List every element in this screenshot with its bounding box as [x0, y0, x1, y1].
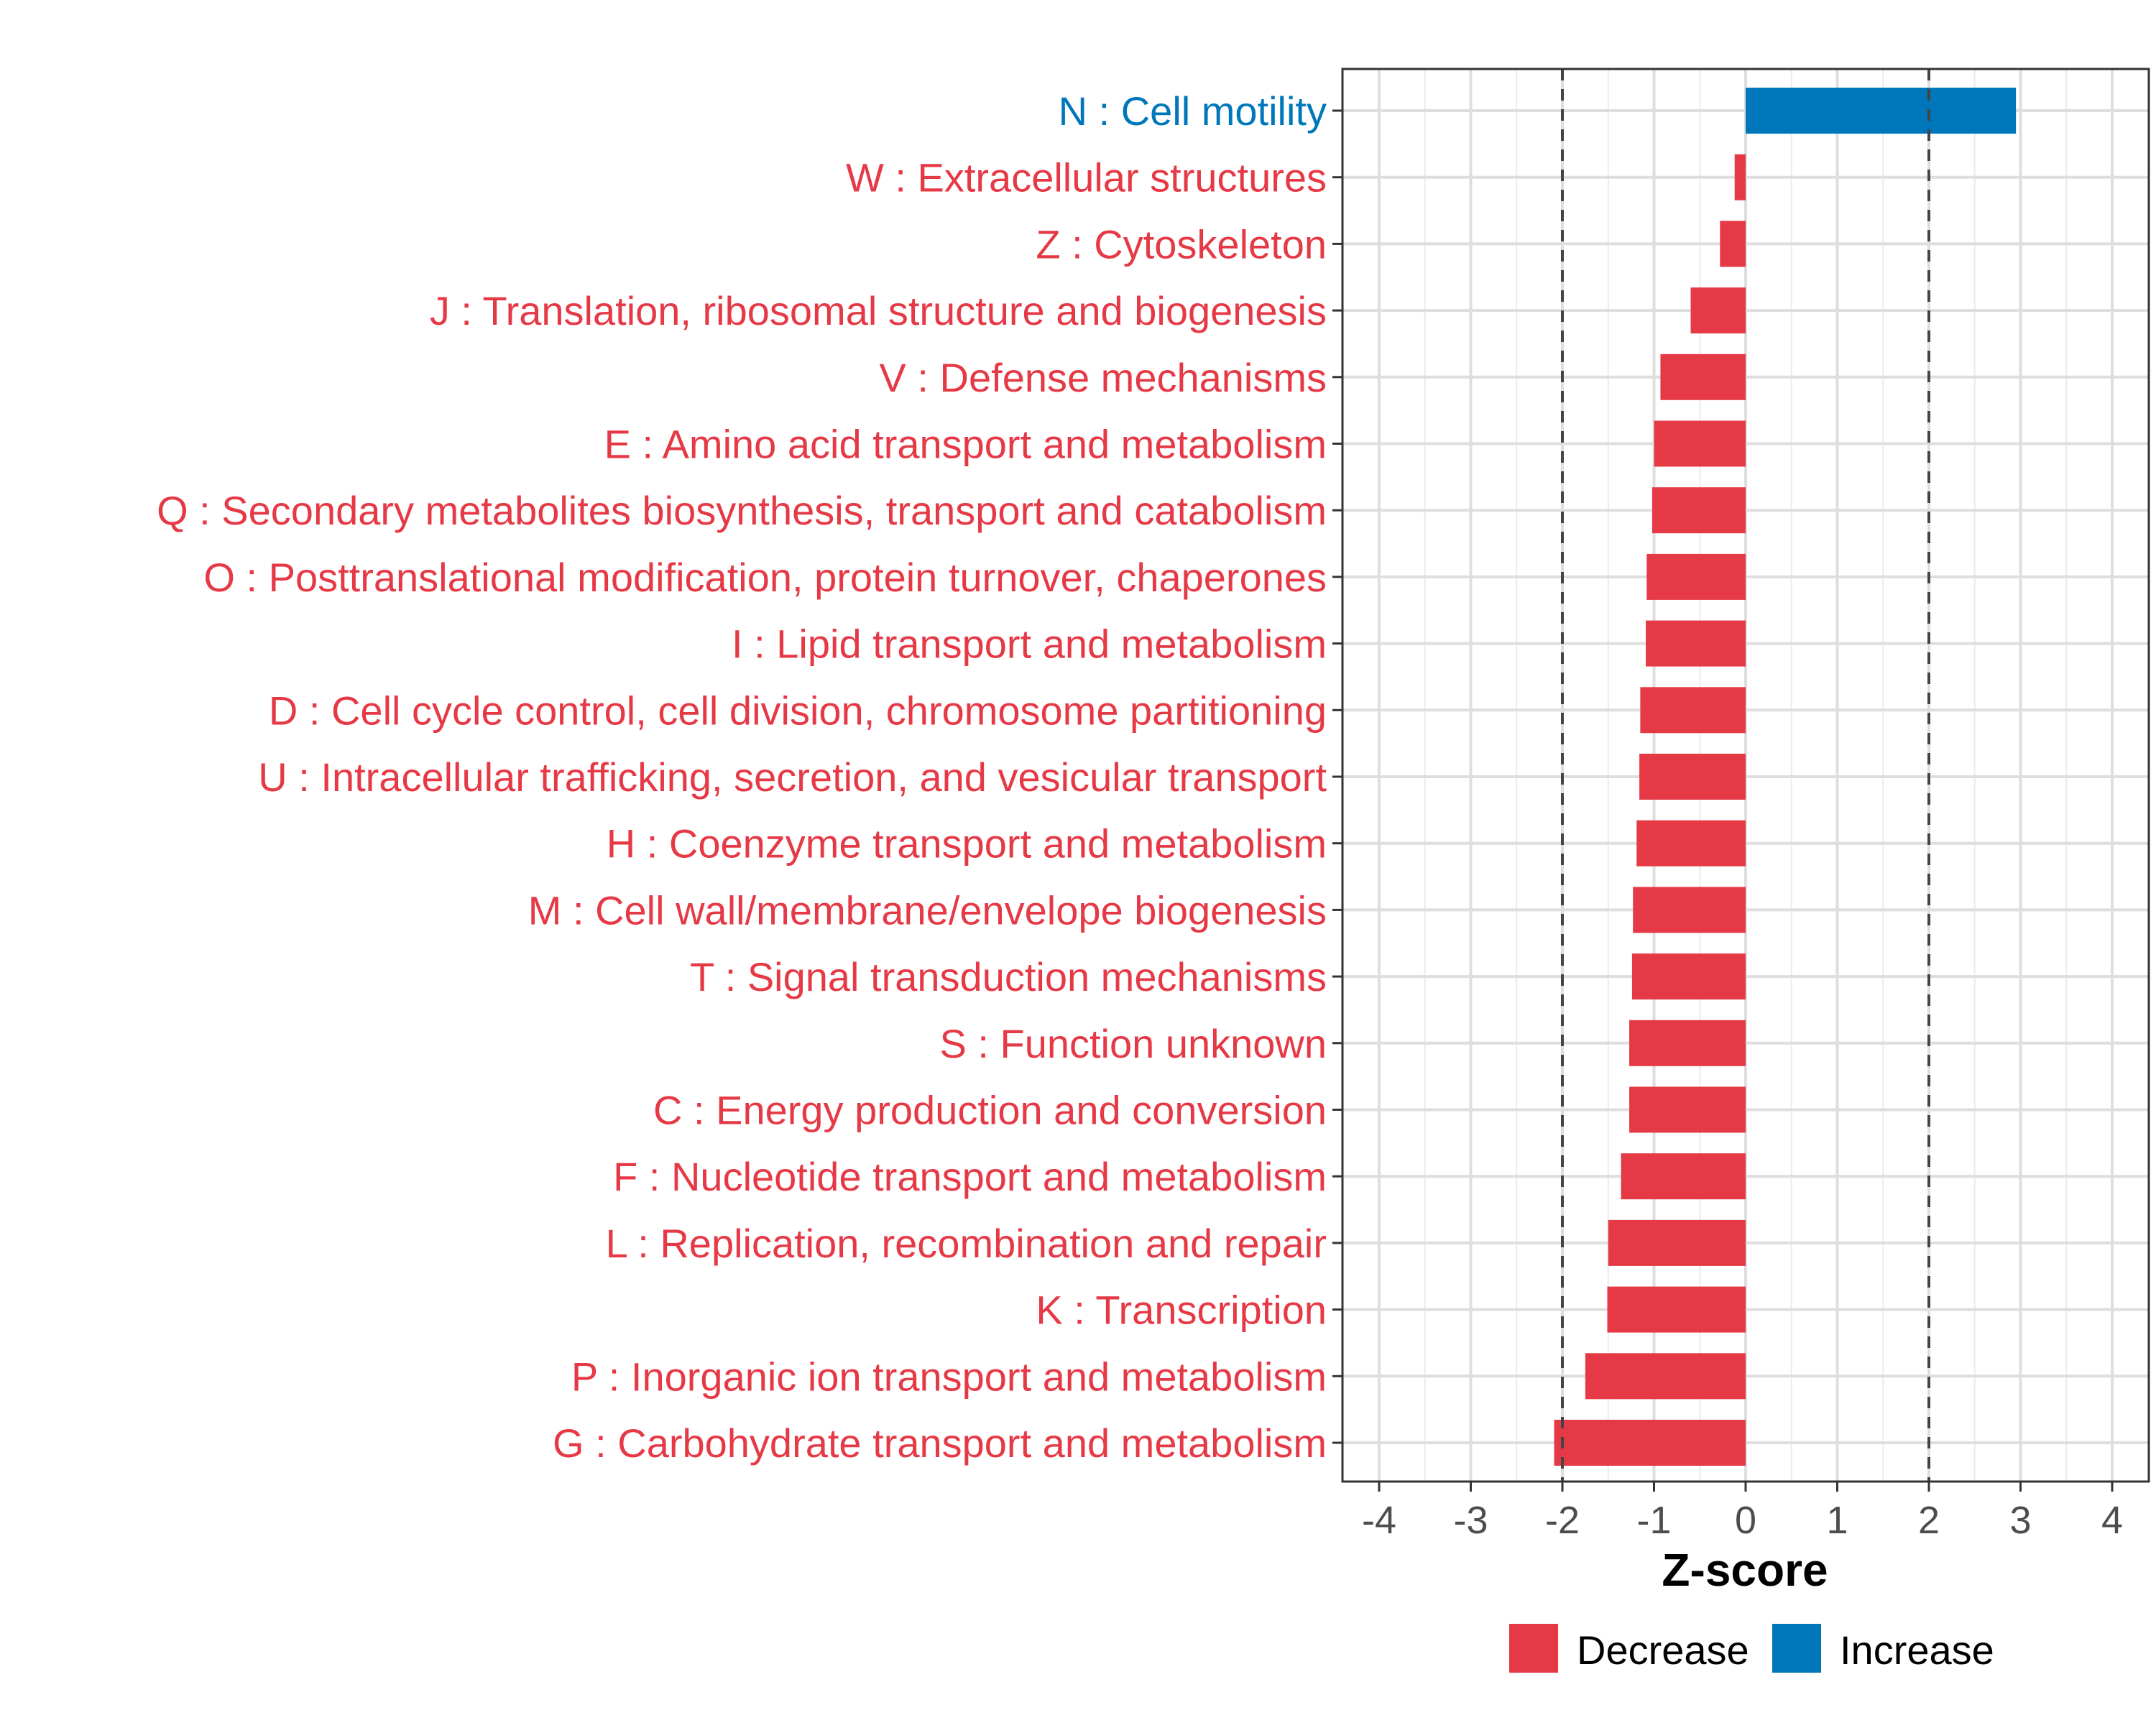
category-label: F : Nucleotide transport and metabolism [613, 1154, 1327, 1199]
bar [1734, 154, 1746, 200]
category-label: M : Cell wall/membrane/envelope biogenes… [528, 887, 1327, 933]
x-tick-label: 4 [2101, 1499, 2123, 1542]
legend: Decrease Increase [1509, 1624, 1994, 1673]
x-tick-label: -2 [1545, 1499, 1580, 1542]
category-label: C : Energy production and conversion [653, 1088, 1327, 1133]
category-label: L : Replication, recombination and repai… [606, 1221, 1327, 1266]
x-axis-title: Z-score [1662, 1544, 1828, 1596]
bar [1633, 887, 1746, 933]
category-label: K : Transcription [1036, 1288, 1327, 1333]
bar [1720, 221, 1746, 267]
x-tick-label: -3 [1453, 1499, 1488, 1542]
category-label: V : Defense mechanisms [880, 355, 1327, 400]
category-label: G : Carbohydrate transport and metabolis… [553, 1420, 1327, 1466]
reference-lines [1561, 69, 1930, 1482]
bar [1554, 1420, 1746, 1466]
bar [1585, 1353, 1746, 1400]
bar [1621, 1153, 1746, 1200]
category-label: N : Cell motility [1059, 88, 1327, 134]
category-label: T : Signal transduction mechanisms [690, 954, 1327, 999]
category-label: J : Translation, ribosomal structure and… [430, 288, 1327, 333]
bar [1660, 354, 1746, 400]
bar [1636, 820, 1746, 867]
legend-swatch [1772, 1624, 1821, 1673]
category-label: S : Function unknown [939, 1021, 1327, 1066]
x-tick-label: -1 [1636, 1499, 1671, 1542]
category-label: Z : Cytoskeleton [1036, 221, 1327, 267]
bar [1746, 88, 2017, 134]
x-tick-label: 3 [2009, 1499, 2031, 1542]
bar [1651, 487, 1746, 534]
category-label: H : Coenzyme transport and metabolism [607, 821, 1327, 867]
bar [1639, 754, 1746, 800]
category-label: D : Cell cycle control, cell division, c… [269, 688, 1327, 733]
bar [1646, 620, 1746, 667]
category-label: W : Extracellular structures [846, 155, 1327, 200]
legend-label: Increase [1840, 1627, 1994, 1673]
category-label: P : Inorganic ion transport and metaboli… [571, 1354, 1327, 1399]
category-label: O : Posttranslational modification, prot… [203, 555, 1327, 600]
x-tick-label: 1 [1826, 1499, 1848, 1542]
bar [1629, 1020, 1746, 1066]
legend-label: Decrease [1577, 1627, 1749, 1673]
bar [1646, 553, 1746, 600]
bar [1607, 1286, 1746, 1333]
x-tick-label: 2 [1918, 1499, 1940, 1542]
category-label: I : Lipid transport and metabolism [732, 622, 1327, 667]
category-label: U : Intracellular trafficking, secretion… [258, 754, 1327, 800]
bar [1654, 420, 1746, 467]
y-axis: N : Cell motility W : Extracellular struc… [157, 88, 1342, 1466]
bar [1690, 287, 1746, 334]
x-axis: -4 -3 -2 -1 0 1 2 3 4 [1362, 1482, 2123, 1542]
bar [1608, 1219, 1746, 1266]
legend-swatch [1509, 1624, 1558, 1673]
bar [1640, 687, 1746, 734]
bars [1554, 88, 2017, 1466]
x-tick-label: -4 [1362, 1499, 1396, 1542]
bar [1631, 953, 1746, 1000]
category-label: Q : Secondary metabolites biosynthesis, … [157, 488, 1327, 533]
bar [1629, 1086, 1746, 1133]
x-tick-label: 0 [1735, 1499, 1756, 1542]
category-label: E : Amino acid transport and metabolism [604, 422, 1327, 467]
